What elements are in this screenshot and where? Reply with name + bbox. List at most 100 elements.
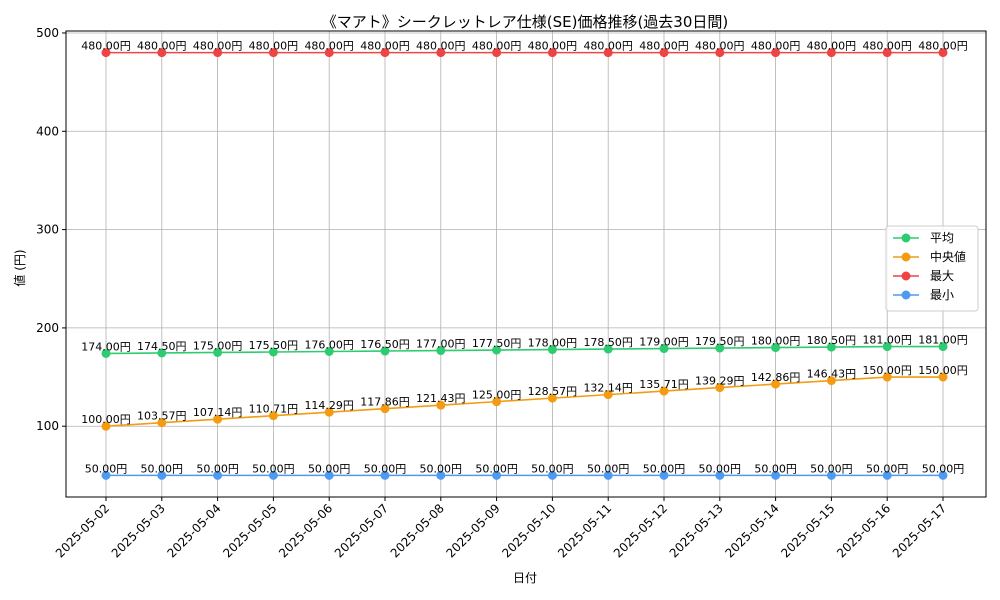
series-3-point [213,470,223,480]
series-2-data-label: 480.00円 [583,40,633,53]
series-0-data-label: 178.00円 [528,337,578,350]
series-1-data-label: 100.00円 [81,413,131,426]
series-0-point [659,344,669,354]
series-2-point [380,48,390,58]
x-tick-label: 2025-05-05 [220,501,279,560]
series-2-data-label: 480.00円 [528,40,578,53]
series-3-point [659,470,669,480]
series-0-point [492,345,502,355]
series-2-data-label: 480.00円 [862,40,912,53]
series-0-data-label: 178.50円 [583,336,633,349]
series-1-data-label: 128.57円 [528,385,578,398]
series-0-point [436,346,446,356]
legend-label-3: 最小 [930,288,954,302]
y-tick-label: 400 [36,124,59,138]
series-0-data-label: 175.00円 [193,339,243,352]
series-0-data-label: 179.50円 [695,335,745,348]
series-0-point [268,347,278,357]
x-tick-label: 2025-05-08 [388,501,447,560]
series-1-point [213,414,223,424]
x-tick-label: 2025-05-04 [165,501,224,560]
series-1-data-label: 135.71円 [639,378,689,391]
series-1-data-label: 121.43円 [416,392,466,405]
series-0-data-label: 175.50円 [249,339,299,352]
series-2-data-label: 480.00円 [807,40,857,53]
series-3-point [324,470,334,480]
x-tick-label: 2025-05-14 [723,501,782,560]
plot-area-frame [65,30,987,498]
series-2-data-label: 480.00円 [304,40,354,53]
series-2-point [938,48,948,58]
series-1-point [771,379,781,389]
series-1-point [659,386,669,396]
series-0-point [603,344,613,354]
series-3-data-label: 50.00円 [420,462,463,475]
grid [66,31,986,497]
series-3-point [268,470,278,480]
series-3-data-label: 50.00円 [475,462,518,475]
series-1-point [938,372,948,382]
series-2-data-label: 480.00円 [918,40,968,53]
x-tick-label: 2025-05-12 [611,501,670,560]
series-0-data-label: 179.00円 [639,336,689,349]
legend-marker-0 [901,233,911,243]
series-3-data-label: 50.00円 [141,462,184,475]
series-2-point [659,48,669,58]
series-0-data-label: 177.50円 [472,337,522,350]
series-1-data-label: 142.86円 [751,371,801,384]
series-1-data-label: 150.00円 [862,364,912,377]
series-line-1 [105,376,943,428]
series-2-data-label: 480.00円 [360,40,410,53]
series-1-point [157,418,167,428]
series-0-point [157,348,167,358]
series-1-point [715,383,725,393]
series-1-data-label: 146.43円 [807,368,857,381]
series-0-point [715,343,725,353]
series-0-point [882,342,892,352]
series-3-point [715,470,725,480]
series-1-data-label: 110.71円 [249,403,299,416]
legend-box [885,225,979,312]
series-0-point [324,346,334,356]
series-3-point [882,470,892,480]
x-tick-label: 2025-05-09 [444,501,503,560]
series-0-data-label: 180.00円 [751,335,801,348]
series-3-point [101,470,111,480]
series-2-data-label: 480.00円 [472,40,522,53]
legend-marker-3 [901,290,911,300]
legend-marker-2 [901,271,911,281]
y-tick-label: 200 [36,321,59,335]
series-1-data-label: 103.57円 [137,410,187,423]
series-1-data-label: 139.29円 [695,375,745,388]
series-2-data-label: 480.00円 [695,40,745,53]
series-3-data-label: 50.00円 [810,462,853,475]
series-2-point [268,48,278,58]
series-3-data-label: 50.00円 [922,462,965,475]
series-2-point [547,48,557,58]
series-3-data-label: 50.00円 [754,462,797,475]
series-3-point [157,470,167,480]
series-1-data-label: 117.86円 [360,396,410,409]
series-0-point [101,348,111,358]
series-1-point [492,397,502,407]
series-2-point [436,48,446,58]
chart-title: 《マアト》シークレットレア仕様(SE)価格推移(過去30日間) [322,13,729,31]
series-1-point [882,372,892,382]
x-tick-label: 2025-05-06 [276,501,335,560]
series-3-point [380,470,390,480]
series-2-point [101,48,111,58]
x-tick-label: 2025-05-16 [834,501,893,560]
series-2-data-label: 480.00円 [751,40,801,53]
series-0-point [938,342,948,352]
series-0-point [380,346,390,356]
series-3-data-label: 50.00円 [364,462,407,475]
x-tick-label: 2025-05-02 [53,501,112,560]
series-3-data-label: 50.00円 [85,462,128,475]
axes: 2025-05-022025-05-032025-05-042025-05-05… [36,26,949,560]
series-3-data-label: 50.00円 [643,462,686,475]
series-0-data-label: 181.00円 [862,334,912,347]
series-1-point [547,393,557,403]
series-0-data-label: 180.50円 [807,334,857,347]
series-1-point [101,421,111,431]
